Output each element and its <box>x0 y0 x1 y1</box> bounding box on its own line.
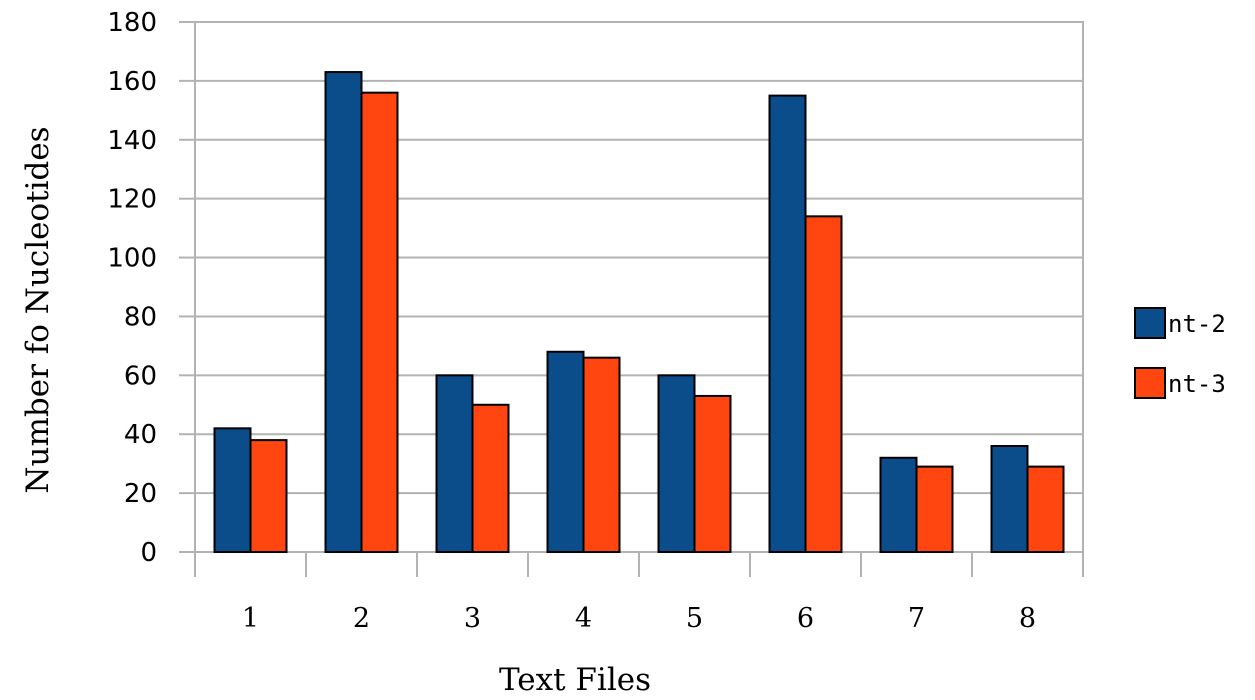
bar-nt-2-5 <box>657 374 696 554</box>
legend-label-nt-2: nt-2 <box>1168 310 1226 338</box>
bar-nt-3-1 <box>249 439 288 553</box>
x-axis-title: Text Files <box>499 662 651 698</box>
x-tick-label: 1 <box>242 603 259 634</box>
y-tick-label: 20 <box>124 479 157 509</box>
bar-nt-3-3 <box>471 403 510 553</box>
legend-swatch-nt-3 <box>1134 367 1166 399</box>
bar-nt-2-4 <box>546 350 585 553</box>
bar-nt-2-2 <box>324 71 363 554</box>
x-axis-ticks: 1 2 3 4 5 6 7 8 <box>194 552 1084 634</box>
bar-nt-3-7 <box>915 465 954 553</box>
y-axis-title: Number fo Nucleotides <box>20 126 56 493</box>
bar-nt-2-7 <box>879 456 918 553</box>
bar-nt-2-6 <box>768 94 807 553</box>
bar-nt-3-6 <box>804 215 843 553</box>
y-tick-label: 160 <box>107 67 157 97</box>
legend-swatch-nt-2 <box>1134 307 1166 339</box>
x-tick-label: 2 <box>353 603 370 634</box>
y-tick-label: 0 <box>140 538 157 568</box>
bar-nt-2-3 <box>435 374 474 554</box>
bar-nt-3-8 <box>1026 465 1065 553</box>
x-tick-label: 5 <box>686 603 703 634</box>
x-tick-label: 8 <box>1019 603 1036 634</box>
y-tick-label: 120 <box>107 185 157 215</box>
y-tick-label: 60 <box>124 361 157 391</box>
legend: nt-2 nt-3 <box>1134 307 1226 399</box>
bar-nt-3-4 <box>582 356 621 553</box>
y-tick-label: 100 <box>107 244 157 274</box>
y-axis-ticks: 0 20 40 60 80 100 120 140 160 180 <box>107 8 195 568</box>
legend-label-nt-3: nt-3 <box>1168 370 1226 398</box>
y-tick-label: 180 <box>107 8 157 38</box>
y-tick-label: 40 <box>124 420 157 450</box>
y-tick-label: 80 <box>124 302 157 332</box>
x-tick-label: 4 <box>575 603 592 634</box>
bar-nt-2-8 <box>990 445 1029 553</box>
x-tick-label: 3 <box>464 603 481 634</box>
x-tick-label: 7 <box>908 603 925 634</box>
bar-nt-3-5 <box>693 394 732 554</box>
y-tick-label: 140 <box>107 126 157 156</box>
bar-nt-3-2 <box>360 91 399 554</box>
bars <box>213 71 1065 554</box>
x-tick-label: 6 <box>797 603 814 634</box>
bar-nt-2-1 <box>213 427 252 554</box>
